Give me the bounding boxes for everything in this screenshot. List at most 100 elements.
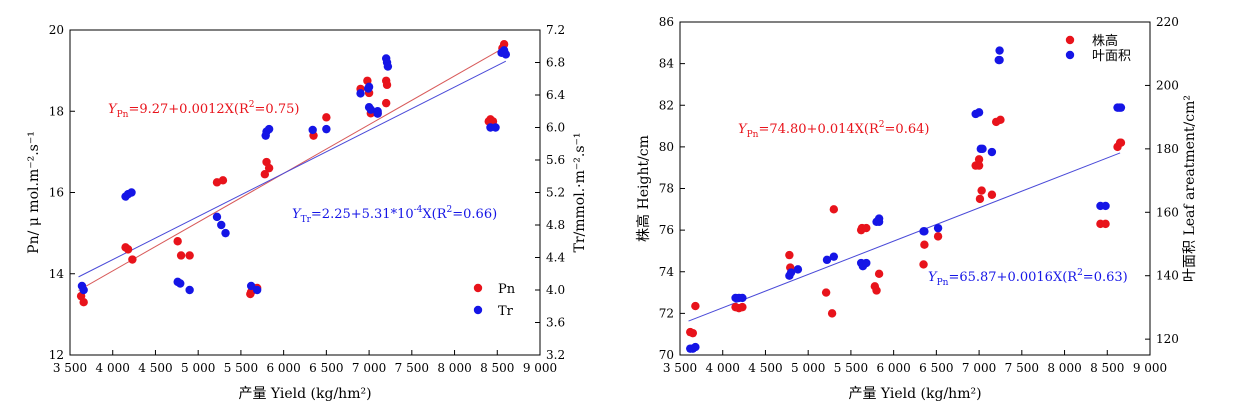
data-point-red bbox=[977, 186, 986, 195]
data-point-red bbox=[785, 250, 794, 260]
data-point-red bbox=[381, 98, 391, 108]
x-tick-label: 7 500 bbox=[1005, 361, 1039, 375]
data-point-blue bbox=[829, 252, 839, 261]
y-left-axis-title: Pn/ μ mol.m⁻².s⁻¹ bbox=[26, 131, 42, 254]
y-left-tick-label: 14 bbox=[49, 267, 65, 281]
fit-equation: YTr=2.25+5.31*10-4X(R2=0.66) bbox=[292, 205, 497, 225]
x-tick-label: 8 000 bbox=[437, 361, 471, 375]
data-point-red bbox=[827, 309, 837, 318]
fit-equation: YPn=65.87+0.0016X(R2=0.63) bbox=[928, 268, 1128, 288]
y-right-axis-title: Tr/mmol.·m⁻².s⁻¹ bbox=[572, 132, 588, 252]
y-right-tick-label: 5.6 bbox=[546, 153, 565, 167]
y-left-tick-label: 12 bbox=[49, 348, 64, 362]
data-point-blue bbox=[217, 220, 226, 230]
x-tick-label: 8 500 bbox=[480, 361, 514, 375]
fit-equation: YPn=74.80+0.014X(R2=0.64) bbox=[738, 120, 929, 140]
data-point-blue bbox=[185, 285, 194, 295]
y-right-tick-label: 120 bbox=[1156, 332, 1179, 346]
y-right-tick-label: 160 bbox=[1156, 205, 1179, 219]
data-point-red bbox=[920, 240, 929, 249]
data-point-red bbox=[79, 297, 88, 307]
x-tick-label: 3 500 bbox=[53, 361, 87, 375]
legend: Pn Tr bbox=[473, 282, 516, 319]
data-point-red bbox=[996, 115, 1005, 125]
x-tick-label: 4 000 bbox=[96, 361, 130, 375]
data-point-red bbox=[974, 155, 984, 164]
y-left-tick-label: 84 bbox=[659, 57, 675, 71]
legend-marker-red bbox=[473, 283, 483, 293]
y-right-tick-label: 220 bbox=[1156, 15, 1179, 29]
y-right-tick-label: 5.2 bbox=[546, 186, 565, 200]
data-point-blue bbox=[987, 147, 997, 157]
data-point-blue bbox=[212, 212, 222, 222]
data-point-blue bbox=[322, 124, 331, 134]
data-point-red bbox=[260, 170, 270, 179]
data-point-blue bbox=[786, 268, 796, 277]
data-point-blue bbox=[308, 125, 317, 135]
data-point-blue bbox=[491, 123, 500, 132]
x-tick-label: 3 500 bbox=[663, 361, 697, 375]
data-point-blue bbox=[246, 281, 256, 291]
y-left-tick-label: 70 bbox=[659, 348, 674, 362]
data-point-red bbox=[872, 286, 881, 295]
x-tick-label: 4 500 bbox=[748, 361, 782, 375]
data-point-blue bbox=[1101, 201, 1110, 211]
y-left-tick-label: 74 bbox=[659, 265, 675, 279]
data-point-blue bbox=[221, 228, 230, 238]
data-point-blue bbox=[127, 188, 136, 197]
legend-marker-red bbox=[1065, 35, 1075, 45]
y-left-tick-label: 72 bbox=[659, 306, 674, 320]
x-tick-label: 7 500 bbox=[395, 361, 429, 375]
y-right-tick-label: 140 bbox=[1156, 269, 1179, 283]
y-right-tick-label: 6.0 bbox=[546, 121, 565, 135]
x-tick-label: 6 500 bbox=[919, 361, 953, 375]
legend-label: Tr bbox=[498, 304, 514, 319]
y-left-tick-label: 80 bbox=[659, 140, 674, 154]
x-tick-label: 8 000 bbox=[1047, 361, 1081, 375]
data-point-red bbox=[919, 260, 928, 269]
x-tick-label: 8 500 bbox=[1090, 361, 1124, 375]
y-left-tick-label: 86 bbox=[659, 15, 674, 29]
data-point-red bbox=[974, 161, 984, 170]
data-point-blue bbox=[933, 223, 943, 233]
data-point-red bbox=[123, 245, 133, 254]
data-point-blue bbox=[738, 293, 747, 303]
data-point-blue bbox=[264, 124, 274, 134]
data-point-red bbox=[264, 163, 274, 173]
data-point-red bbox=[862, 223, 871, 233]
y-right-tick-label: 6.8 bbox=[546, 56, 565, 70]
data-point-red bbox=[688, 328, 698, 338]
y-right-tick-label: 4.4 bbox=[546, 251, 565, 265]
data-point-red bbox=[829, 205, 839, 214]
y-left-tick-label: 20 bbox=[49, 23, 64, 37]
data-point-red bbox=[176, 251, 186, 260]
y-left-tick-label: 82 bbox=[659, 98, 674, 112]
y-right-axis-title: 叶面积 Leaf areatment/cm² bbox=[1182, 95, 1198, 282]
data-point-blue bbox=[974, 108, 984, 117]
data-point-red bbox=[128, 255, 137, 264]
data-point-red bbox=[821, 288, 831, 297]
fit-equation: YPn=9.27+0.0012X(R2=0.75) bbox=[108, 100, 299, 120]
data-point-blue bbox=[176, 279, 185, 288]
y-left-tick-label: 16 bbox=[49, 186, 64, 200]
x-tick-label: 5 500 bbox=[224, 361, 258, 375]
y-right-tick-label: 4.0 bbox=[546, 283, 565, 297]
x-axis-title: 产量 Yield (kg/hm²) bbox=[848, 386, 981, 402]
fit-line-blue bbox=[688, 152, 1121, 322]
data-point-red bbox=[322, 113, 331, 122]
plot-frame bbox=[69, 29, 541, 356]
x-tick-label: 7 000 bbox=[962, 361, 996, 375]
data-point-blue bbox=[383, 62, 393, 71]
data-point-red bbox=[185, 251, 194, 260]
data-point-blue bbox=[356, 89, 365, 98]
x-tick-label: 9 000 bbox=[523, 361, 557, 375]
data-point-red bbox=[173, 237, 182, 246]
data-point-blue bbox=[252, 285, 262, 295]
data-point-blue bbox=[862, 258, 871, 268]
data-point-blue bbox=[79, 285, 88, 295]
y-left-tick-label: 76 bbox=[659, 223, 674, 237]
y-right-tick-label: 3.2 bbox=[546, 348, 565, 362]
data-point-blue bbox=[978, 144, 987, 154]
data-point-red bbox=[382, 80, 392, 90]
